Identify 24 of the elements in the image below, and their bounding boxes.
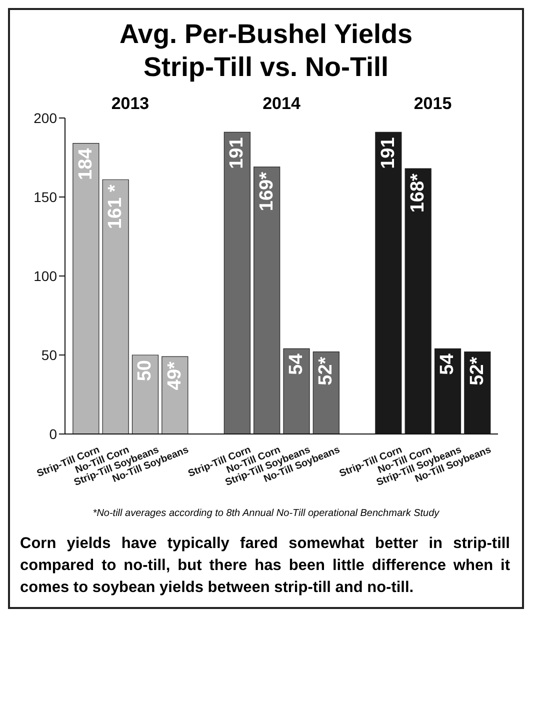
- data-label: 168*: [408, 172, 429, 213]
- y-tick-label: 150: [34, 188, 58, 205]
- data-label: 184: [75, 148, 96, 180]
- series-label: 2015: [412, 94, 453, 114]
- data-label: 54: [286, 353, 307, 375]
- chart-title: Avg. Per-Bushel Yields: [118, 18, 414, 51]
- data-label: 191: [378, 136, 399, 169]
- text: Corn yields have typically fared somewhat better in strip-till compared to no-till, but there has been little difference when it comes to soybean yields between strip-till and no-till.: [20, 534, 510, 598]
- series-label: 2014: [262, 94, 302, 114]
- y-tick-label: 100: [34, 268, 58, 284]
- y-tick-label: 50: [41, 346, 58, 363]
- y-tick-label: 0: [49, 426, 58, 442]
- y-tick-label: 200: [34, 110, 58, 126]
- data-label: 161 *: [105, 184, 126, 229]
- data-label: 49*: [164, 360, 186, 390]
- data-label: 54: [437, 353, 458, 375]
- data-label: 50: [134, 360, 156, 382]
- chart-subtitle: Strip-Till vs. No-Till: [142, 51, 390, 84]
- text: *No-till averages according to 8th Annual No-Till operational Benchmark Study: [92, 508, 440, 519]
- data-label: 191: [226, 136, 248, 169]
- series-label: 2013: [110, 94, 150, 114]
- data-label: 169*: [256, 171, 278, 212]
- data-label: 52*: [466, 356, 488, 386]
- data-label: 52*: [316, 356, 337, 386]
